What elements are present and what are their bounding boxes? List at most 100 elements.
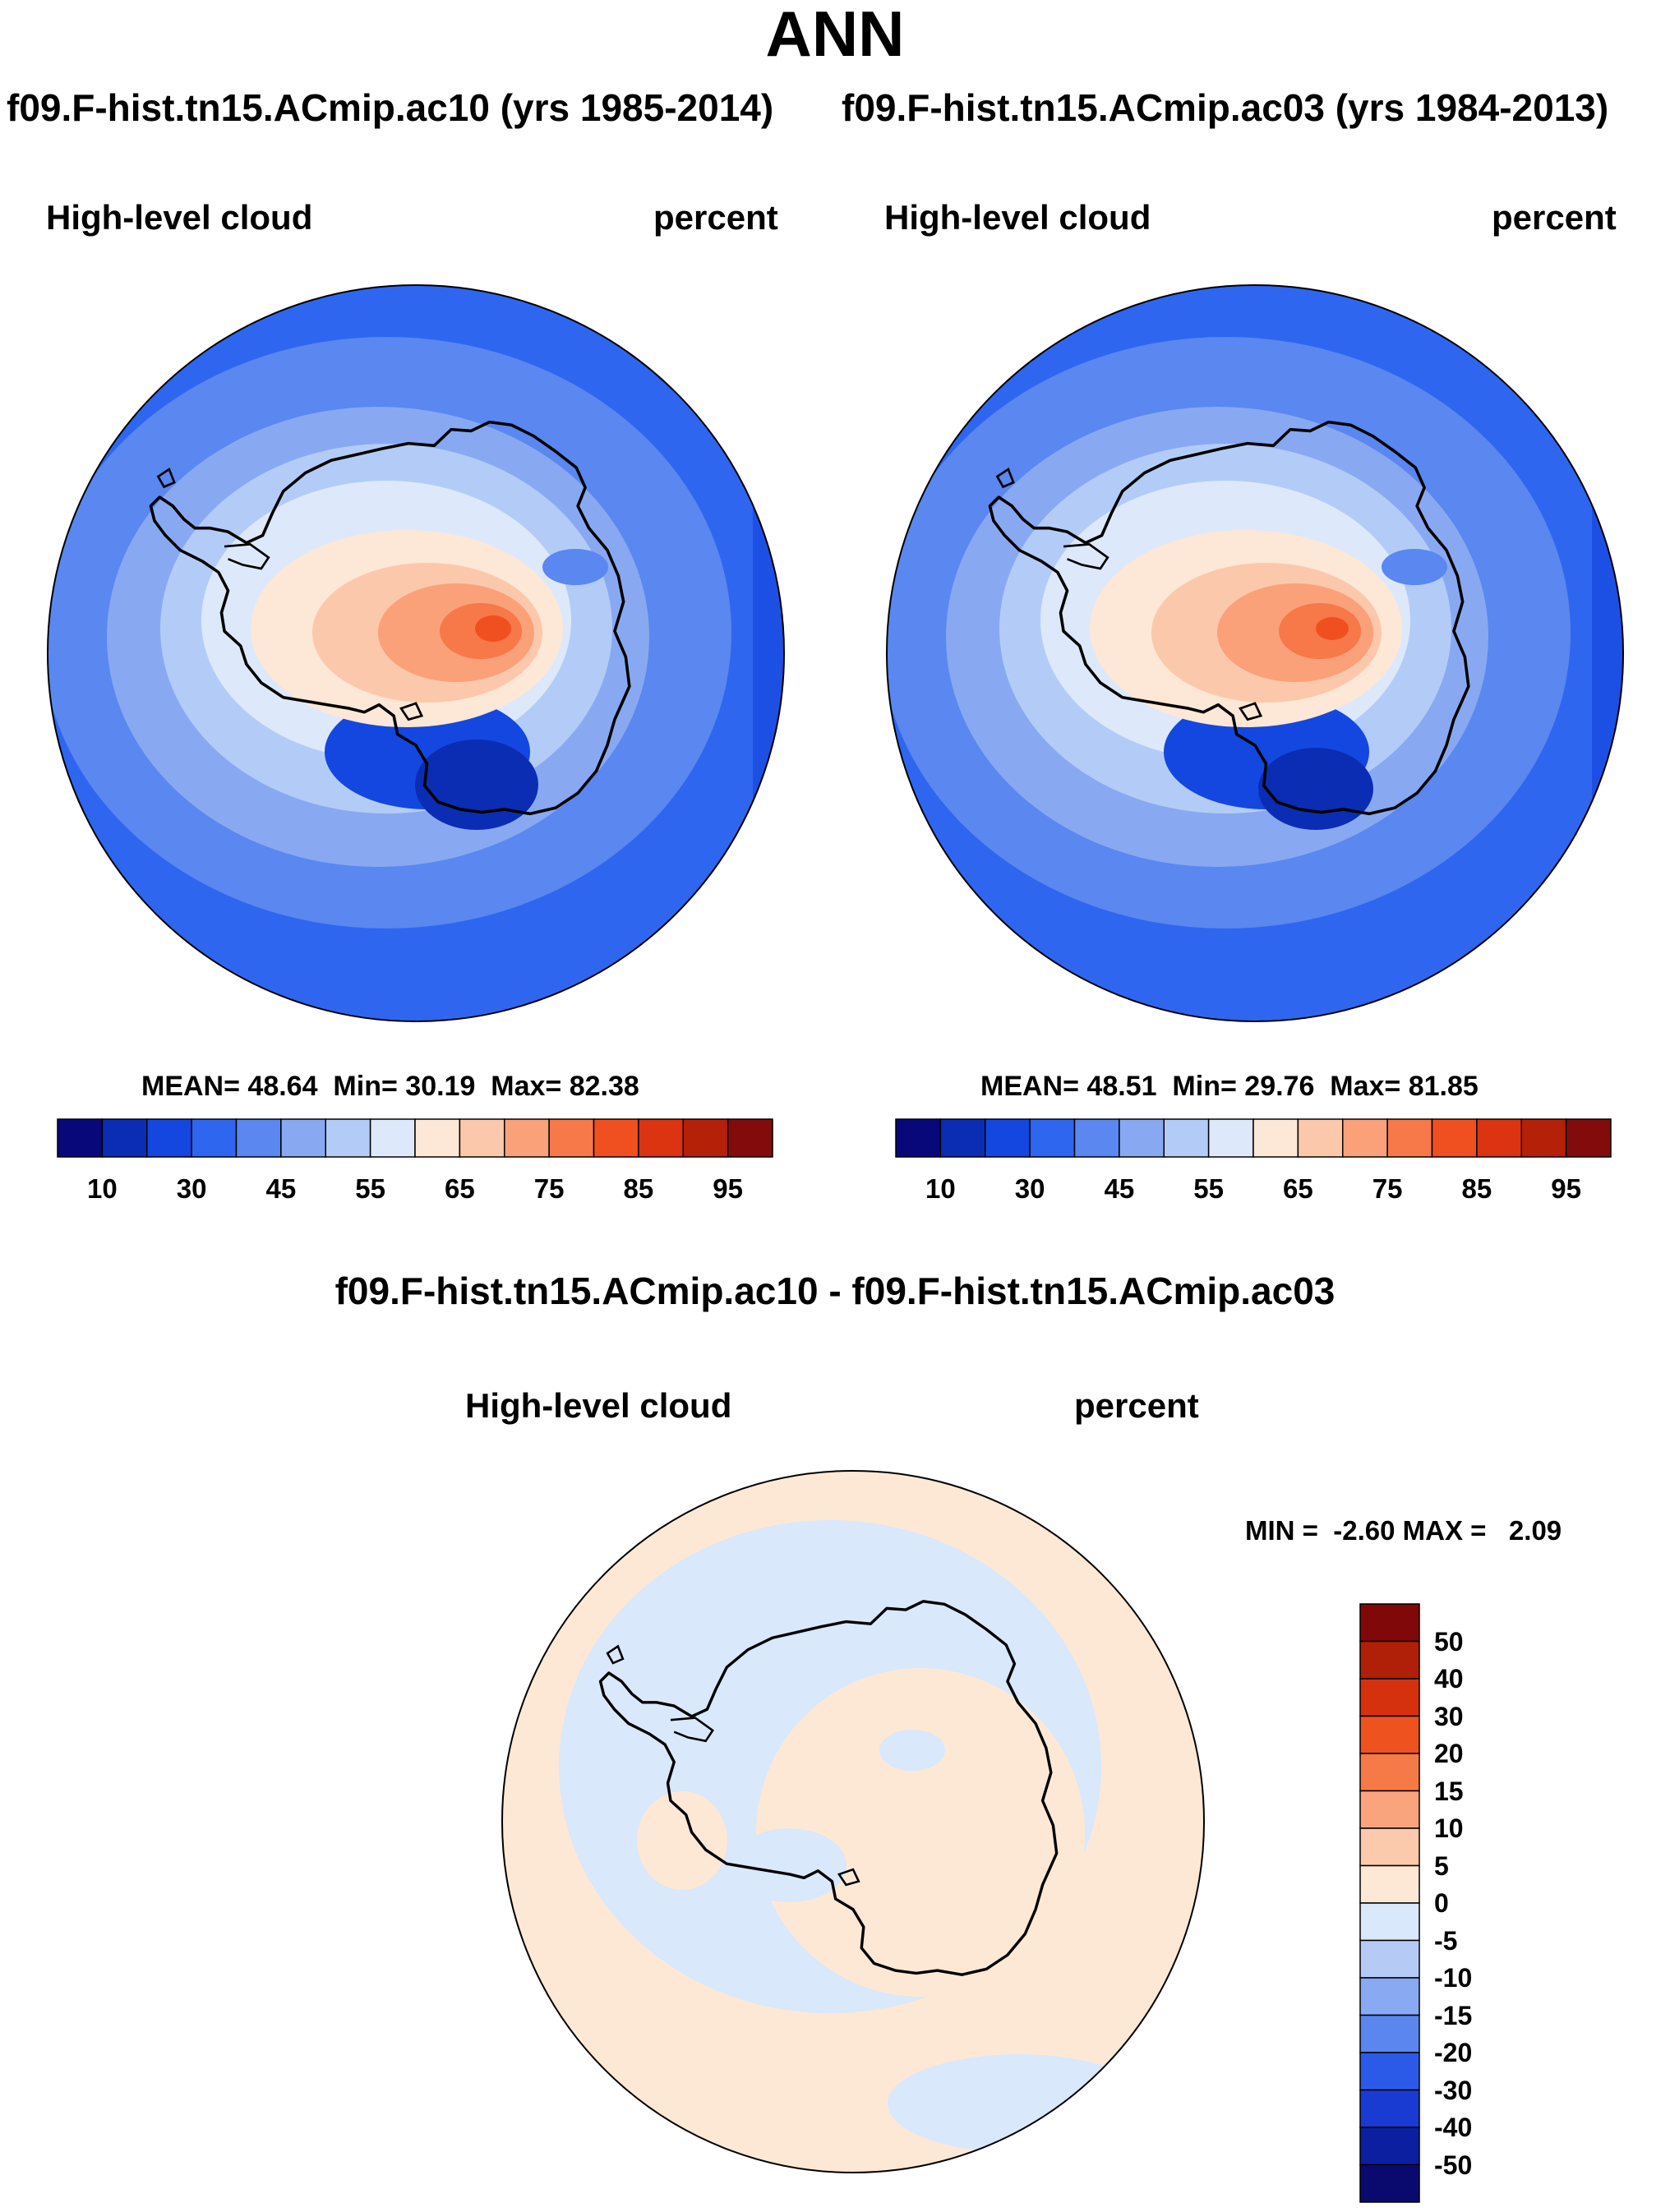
colorbar-swatch bbox=[1359, 1977, 1420, 2016]
panel-2-left-label: High-level cloud bbox=[884, 198, 1151, 237]
mean-value: 48.51 bbox=[1086, 1071, 1157, 1102]
min-value: 30.19 bbox=[405, 1071, 476, 1102]
colorbar-swatch bbox=[1359, 1678, 1420, 1717]
colorbar-swatch bbox=[1252, 1118, 1299, 1158]
map-boundary bbox=[501, 1470, 1205, 2173]
contour-fill bbox=[542, 549, 608, 585]
colorbar-swatch bbox=[1476, 1118, 1522, 1158]
figure-title: ANN bbox=[765, 0, 905, 70]
colorbar-tick-label: 85 bbox=[623, 1173, 654, 1204]
colorbar-swatch bbox=[1119, 1118, 1165, 1158]
colorbar-tick-label: 30 bbox=[176, 1173, 207, 1204]
diff-colorbar bbox=[1359, 1603, 1420, 2203]
diff-left-label: High-level cloud bbox=[465, 1386, 732, 1425]
colorbar-swatch bbox=[1565, 1118, 1612, 1158]
diff-title: f09.F-hist.tn15.ACmip.ac10 - f09.F-hist.… bbox=[334, 1270, 1336, 1312]
colorbar-tick-label: 95 bbox=[1551, 1173, 1581, 1204]
mean-label: MEAN= bbox=[141, 1071, 240, 1102]
colorbar-tick-label: 50 bbox=[1434, 1626, 1464, 1657]
contour-fill bbox=[888, 2054, 1151, 2153]
colorbar-swatch bbox=[1359, 1902, 1420, 1942]
max-label: Max= bbox=[1330, 1071, 1401, 1102]
colorbar-swatch bbox=[1359, 2089, 1420, 2128]
colorbar-swatch bbox=[325, 1118, 371, 1158]
colorbar-swatch bbox=[593, 1118, 639, 1158]
colorbar-swatch bbox=[459, 1118, 505, 1158]
colorbar-tick-label: 30 bbox=[1014, 1173, 1045, 1204]
colorbar-tick-label: -5 bbox=[1434, 1925, 1458, 1956]
colorbar-swatch bbox=[191, 1118, 238, 1158]
colorbar-swatch bbox=[1359, 1640, 1420, 1680]
colorbar-swatch bbox=[1359, 1603, 1420, 1643]
colorbar-tick-label: 45 bbox=[1104, 1173, 1135, 1204]
colorbar-tick-label: -10 bbox=[1434, 1963, 1473, 1993]
colorbar-tick-label: 45 bbox=[265, 1173, 297, 1204]
colorbar-swatch bbox=[638, 1118, 684, 1158]
colorbar-tick-label: 75 bbox=[1372, 1173, 1403, 1204]
colorbar-tick-label: 10 bbox=[1434, 1813, 1464, 1843]
colorbar-tick-label: 30 bbox=[1434, 1701, 1464, 1731]
diff-minmax: MIN = -2.60 MAX = 2.09 bbox=[1245, 1515, 1562, 1546]
colorbar-swatch bbox=[1359, 1827, 1420, 1867]
colorbar-swatch bbox=[1359, 2127, 1420, 2166]
colorbar-tick-label: 65 bbox=[445, 1173, 475, 1204]
colorbar-tick-label: 85 bbox=[1461, 1173, 1492, 1204]
panel-1-map bbox=[47, 284, 785, 1022]
colorbar-tick-label: 65 bbox=[1283, 1173, 1313, 1204]
contour-fill bbox=[1592, 394, 1623, 805]
colorbar-swatch bbox=[146, 1118, 192, 1158]
contour-fill bbox=[475, 615, 511, 642]
colorbar-swatch bbox=[1359, 2014, 1420, 2053]
colorbar-tick-label: 5 bbox=[1434, 1850, 1449, 1881]
colorbar-tick-label: 95 bbox=[713, 1173, 743, 1204]
colorbar-swatch bbox=[1073, 1118, 1120, 1158]
colorbar-swatch bbox=[1520, 1118, 1567, 1158]
colorbar-swatch bbox=[414, 1118, 461, 1158]
min-label: Min= bbox=[1172, 1071, 1237, 1102]
colorbar-tick-label: 75 bbox=[533, 1173, 565, 1204]
max-value: 81.85 bbox=[1408, 1071, 1479, 1102]
contour-fill bbox=[1382, 549, 1447, 585]
colorbar-swatch bbox=[1431, 1118, 1478, 1158]
colorbar-tick-label: 10 bbox=[87, 1173, 118, 1204]
contour-fill bbox=[415, 740, 538, 830]
colorbar-swatch bbox=[1207, 1118, 1254, 1158]
colorbar-tick-label: -20 bbox=[1434, 2038, 1473, 2067]
colorbar-tick-label: -30 bbox=[1434, 2075, 1473, 2105]
contour-fill bbox=[753, 394, 784, 805]
panel-1-colorbar bbox=[57, 1118, 773, 1158]
panel-1-stats: MEAN= 48.64 Min= 30.19 Max= 82.38 bbox=[141, 1072, 639, 1100]
map-boundary bbox=[886, 284, 1624, 1022]
contour-fill bbox=[879, 1730, 945, 1771]
colorbar-swatch bbox=[1386, 1118, 1433, 1158]
diff-map bbox=[501, 1470, 1205, 2173]
colorbar-swatch bbox=[57, 1118, 104, 1158]
colorbar-swatch bbox=[1359, 1715, 1420, 1754]
colorbar-swatch bbox=[727, 1118, 773, 1158]
mean-label: MEAN= bbox=[980, 1071, 1079, 1102]
panel-1-subtitle: f09.F-hist.tn15.ACmip.ac10 (yrs 1985-201… bbox=[7, 86, 774, 129]
colorbar-swatch bbox=[1163, 1118, 1210, 1158]
colorbar-tick-label: 40 bbox=[1434, 1664, 1464, 1694]
panel-2-stats: MEAN= 48.51 Min= 29.76 Max= 81.85 bbox=[980, 1072, 1479, 1100]
panel-1-left-label: High-level cloud bbox=[46, 198, 313, 237]
max-label: Max= bbox=[491, 1071, 562, 1102]
colorbar-swatch bbox=[548, 1118, 595, 1158]
max-value: 82.38 bbox=[569, 1071, 639, 1102]
colorbar-tick-label: -40 bbox=[1434, 2113, 1473, 2142]
colorbar-swatch bbox=[1359, 2164, 1420, 2203]
colorbar-tick-label: 55 bbox=[355, 1173, 385, 1204]
contour-fill bbox=[731, 1828, 847, 1902]
colorbar-swatch bbox=[504, 1118, 550, 1158]
panel-2-map bbox=[886, 284, 1624, 1022]
colorbar-swatch bbox=[280, 1118, 326, 1158]
colorbar-swatch bbox=[1359, 1939, 1420, 1979]
colorbar-tick-label: 20 bbox=[1434, 1739, 1464, 1768]
panel-2-right-label: percent bbox=[1492, 198, 1617, 237]
colorbar-tick-label: 15 bbox=[1434, 1776, 1464, 1806]
contour-fill bbox=[1316, 617, 1349, 640]
colorbar-swatch bbox=[682, 1118, 729, 1158]
min-label: Min= bbox=[333, 1071, 398, 1102]
colorbar-tick-label: -15 bbox=[1434, 2000, 1473, 2030]
